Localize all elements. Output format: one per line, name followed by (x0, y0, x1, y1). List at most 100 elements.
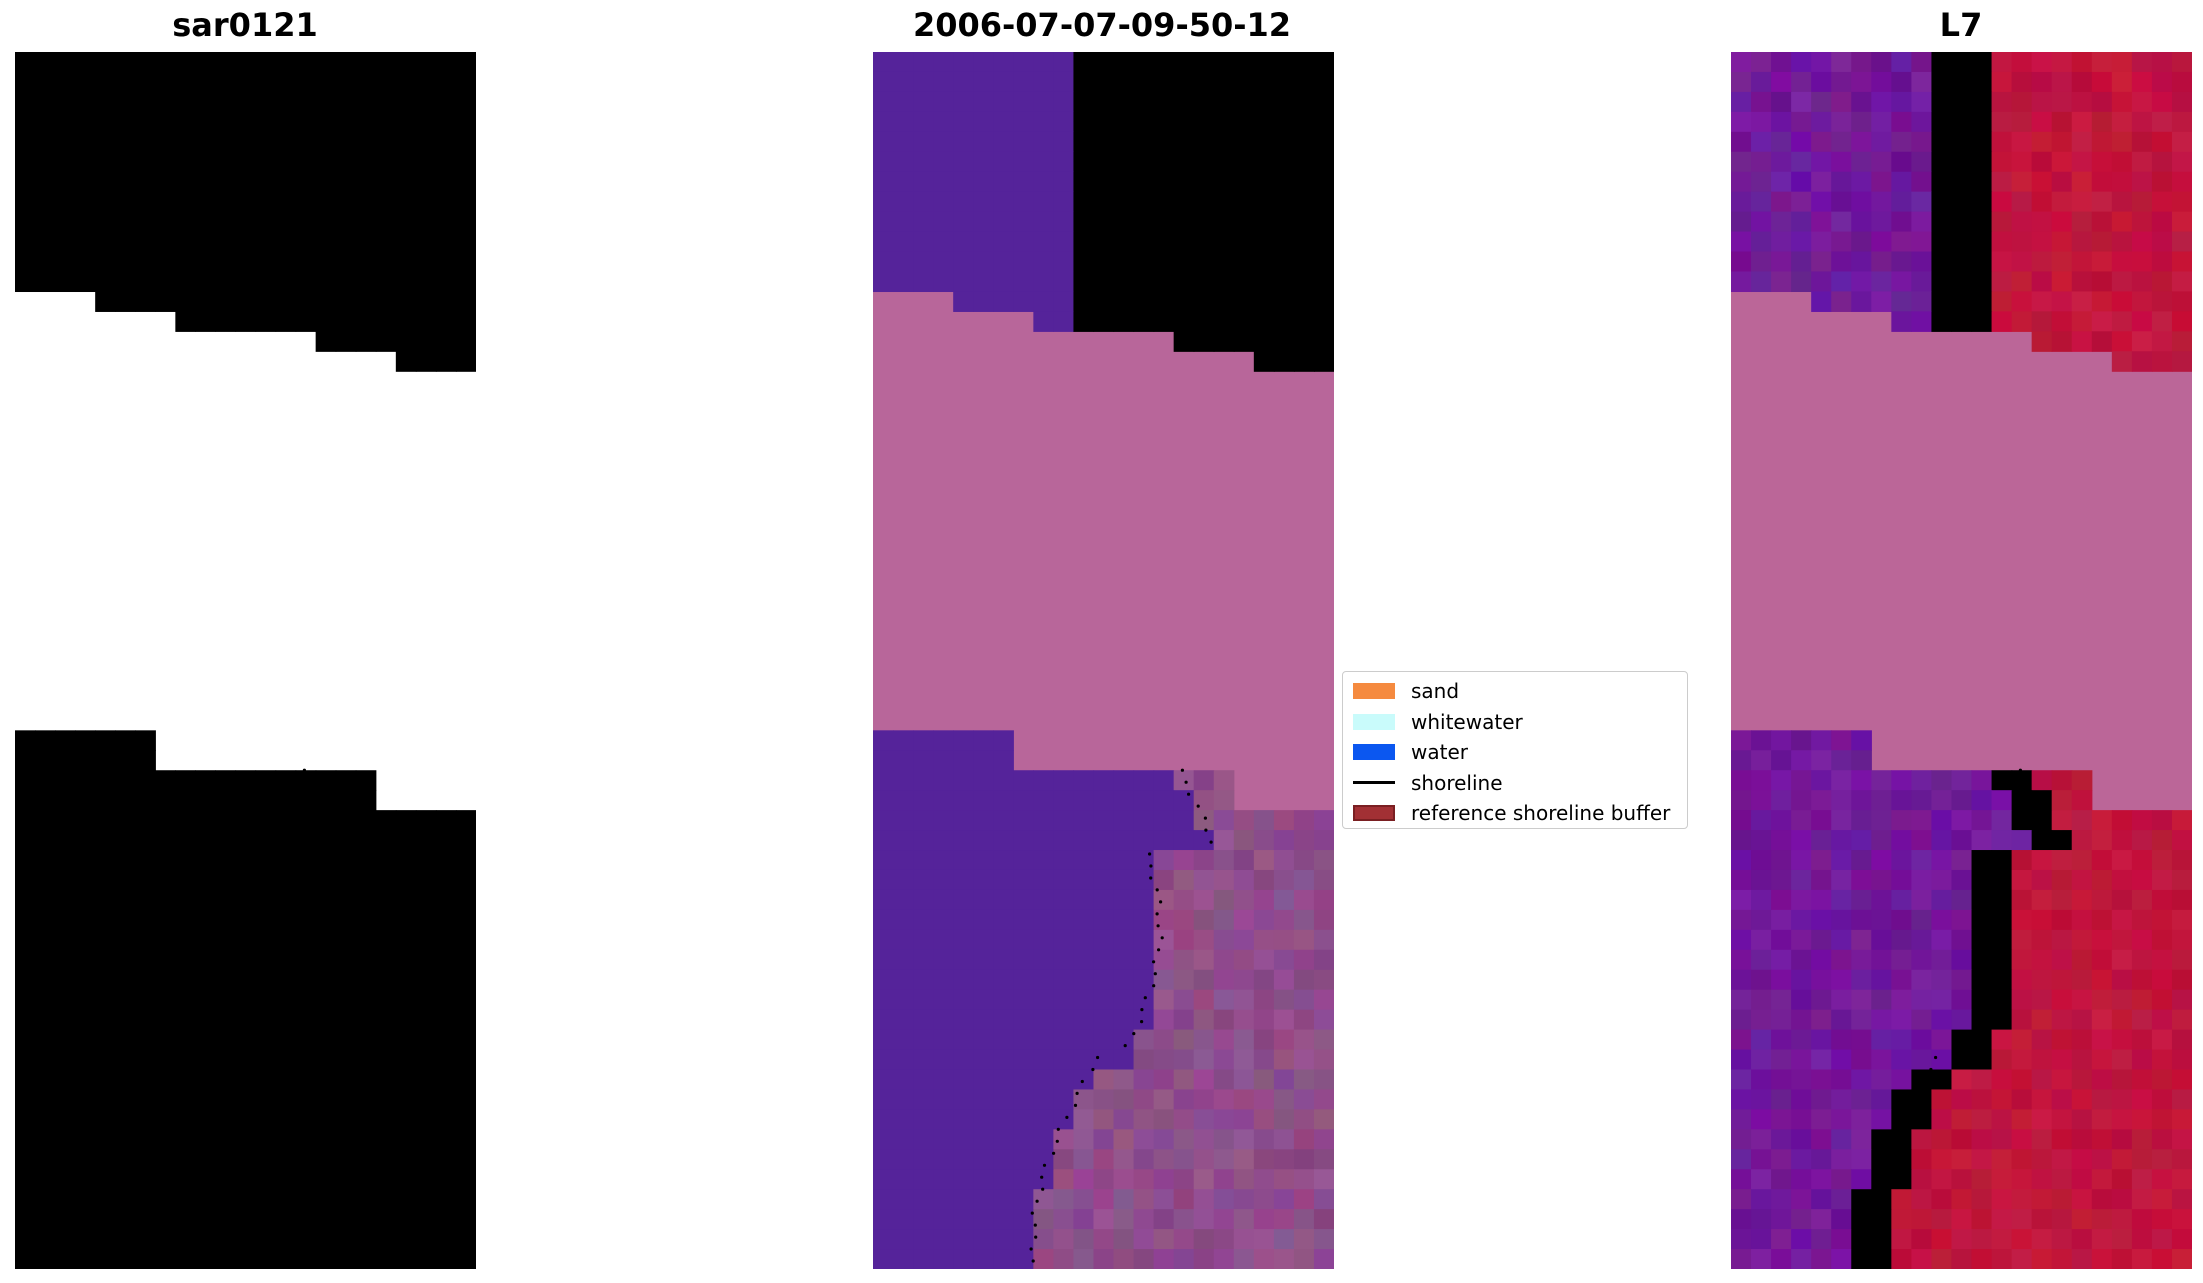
sar-image (15, 52, 476, 1269)
shoreline-point (1149, 864, 1153, 868)
shoreline-point (1871, 1223, 1875, 1227)
shoreline-point (178, 1127, 182, 1131)
shoreline-point (187, 1115, 191, 1119)
shoreline-point (1143, 996, 1147, 1000)
shoreline-point (2034, 804, 2038, 808)
shoreline-point (1096, 1055, 1100, 1060)
water-swatch (1353, 744, 1395, 761)
shoreline-point (1041, 1187, 1045, 1191)
sar-image-panel (15, 52, 476, 1269)
shoreline-point (262, 1008, 266, 1012)
panel-title-sar: sar0121 (172, 6, 318, 44)
shoreline-point (151, 1247, 155, 1251)
shoreline-point (325, 816, 329, 820)
shoreline-point (1159, 900, 1163, 904)
shoreline-point (1903, 1115, 1907, 1119)
legend-item-water: water (1353, 737, 1677, 768)
shoreline-point (1987, 876, 1991, 880)
sand-swatch (1353, 683, 1395, 700)
shoreline-point (1869, 1259, 1873, 1263)
shoreline-point (1029, 1247, 1033, 1251)
shoreline-point (274, 984, 278, 988)
shoreline-point (1894, 1127, 1898, 1131)
shoreline-point (163, 1187, 167, 1191)
panel-title-l7: L7 (1939, 6, 1983, 44)
shoreline-point (1913, 1091, 1917, 1095)
legend-label-reference-buffer: reference shoreline buffer (1411, 801, 1671, 826)
shoreline-point (318, 804, 322, 808)
shoreline-point (277, 912, 281, 916)
shoreline-point (153, 1259, 157, 1263)
shoreline-point (177, 1139, 181, 1143)
shoreline-point (308, 792, 313, 796)
shoreline-point (1996, 900, 2001, 904)
shoreline-point (1065, 1115, 1069, 1119)
shoreline-point (271, 864, 275, 868)
shoreline-point (197, 1091, 201, 1095)
shoreline-point (278, 948, 283, 952)
shoreline-point (331, 840, 335, 844)
shoreline-point (1075, 1091, 1079, 1095)
legend-label-whitewater: whitewater (1411, 709, 1523, 734)
shoreline-point (2041, 816, 2045, 820)
l7-image (1731, 52, 2192, 1269)
shoreline-point (1180, 768, 1184, 772)
shoreline-point (1918, 1079, 1922, 1084)
shoreline-point (1209, 840, 1213, 844)
shoreline-point (261, 1020, 266, 1024)
shoreline-point (164, 1163, 169, 1167)
shoreline-point (1867, 1247, 1871, 1251)
shoreline-point (1091, 1067, 1095, 1072)
shoreline-point (1073, 1103, 1078, 1107)
shoreline-point (1993, 912, 1997, 916)
shoreline-point (1152, 960, 1156, 964)
shoreline-point (2018, 768, 2022, 772)
shoreline-point (155, 1223, 159, 1227)
panel-title-date: 2006-07-07-09-50-12 (912, 6, 1292, 44)
classified-image-panel (873, 52, 1334, 1269)
shoreline-point (1030, 1211, 1034, 1215)
shoreline-point (1880, 1163, 1885, 1167)
classified-image (873, 52, 1334, 1269)
legend: sand whitewater water shoreline referenc… (1342, 671, 1688, 829)
shoreline-point (1080, 1079, 1084, 1084)
legend-label-sand: sand (1411, 679, 1460, 704)
shoreline-point (195, 1103, 200, 1107)
legend-label-shoreline: shoreline (1411, 770, 1503, 795)
shoreline-point (1035, 1199, 1039, 1203)
shoreline-point (1148, 852, 1152, 856)
shoreline-point (156, 1235, 160, 1239)
shoreline-point (157, 1199, 161, 1203)
shoreline-point (270, 852, 274, 856)
whitewater-swatch (1353, 713, 1395, 730)
shoreline-point (1934, 1055, 1938, 1060)
shoreline-point (2047, 840, 2051, 844)
shoreline-point (1203, 816, 1207, 820)
shoreline-point (1052, 1151, 1056, 1155)
shoreline-point (1994, 924, 1998, 928)
shoreline-point (245, 1044, 249, 1048)
shoreline-point (306, 780, 310, 784)
shoreline-point (1978, 1008, 1982, 1012)
shoreline-point (1961, 1044, 1965, 1048)
shoreline-point (1998, 936, 2002, 940)
shoreline-point (280, 900, 285, 904)
shoreline-point (1970, 1032, 1974, 1036)
shoreline-point (1981, 996, 1985, 1000)
shoreline-point (1155, 912, 1159, 916)
shoreline-point (1977, 1020, 1982, 1024)
shoreline-point (282, 936, 286, 940)
shoreline-point (1872, 1235, 1876, 1239)
reference-buffer-swatch (1353, 805, 1395, 822)
shoreline-point (2022, 780, 2026, 784)
shoreline-point (1055, 1139, 1059, 1143)
shoreline-point (1890, 1151, 1894, 1155)
shoreline-point (1132, 1032, 1136, 1036)
shoreline-point (1034, 1235, 1038, 1239)
shoreline-point (1991, 972, 1995, 976)
shoreline-point (1160, 936, 1164, 940)
shoreline-swatch (1353, 781, 1395, 785)
shoreline-point (1893, 1139, 1897, 1143)
shoreline-point (1153, 972, 1157, 976)
shoreline-point (1187, 792, 1191, 796)
